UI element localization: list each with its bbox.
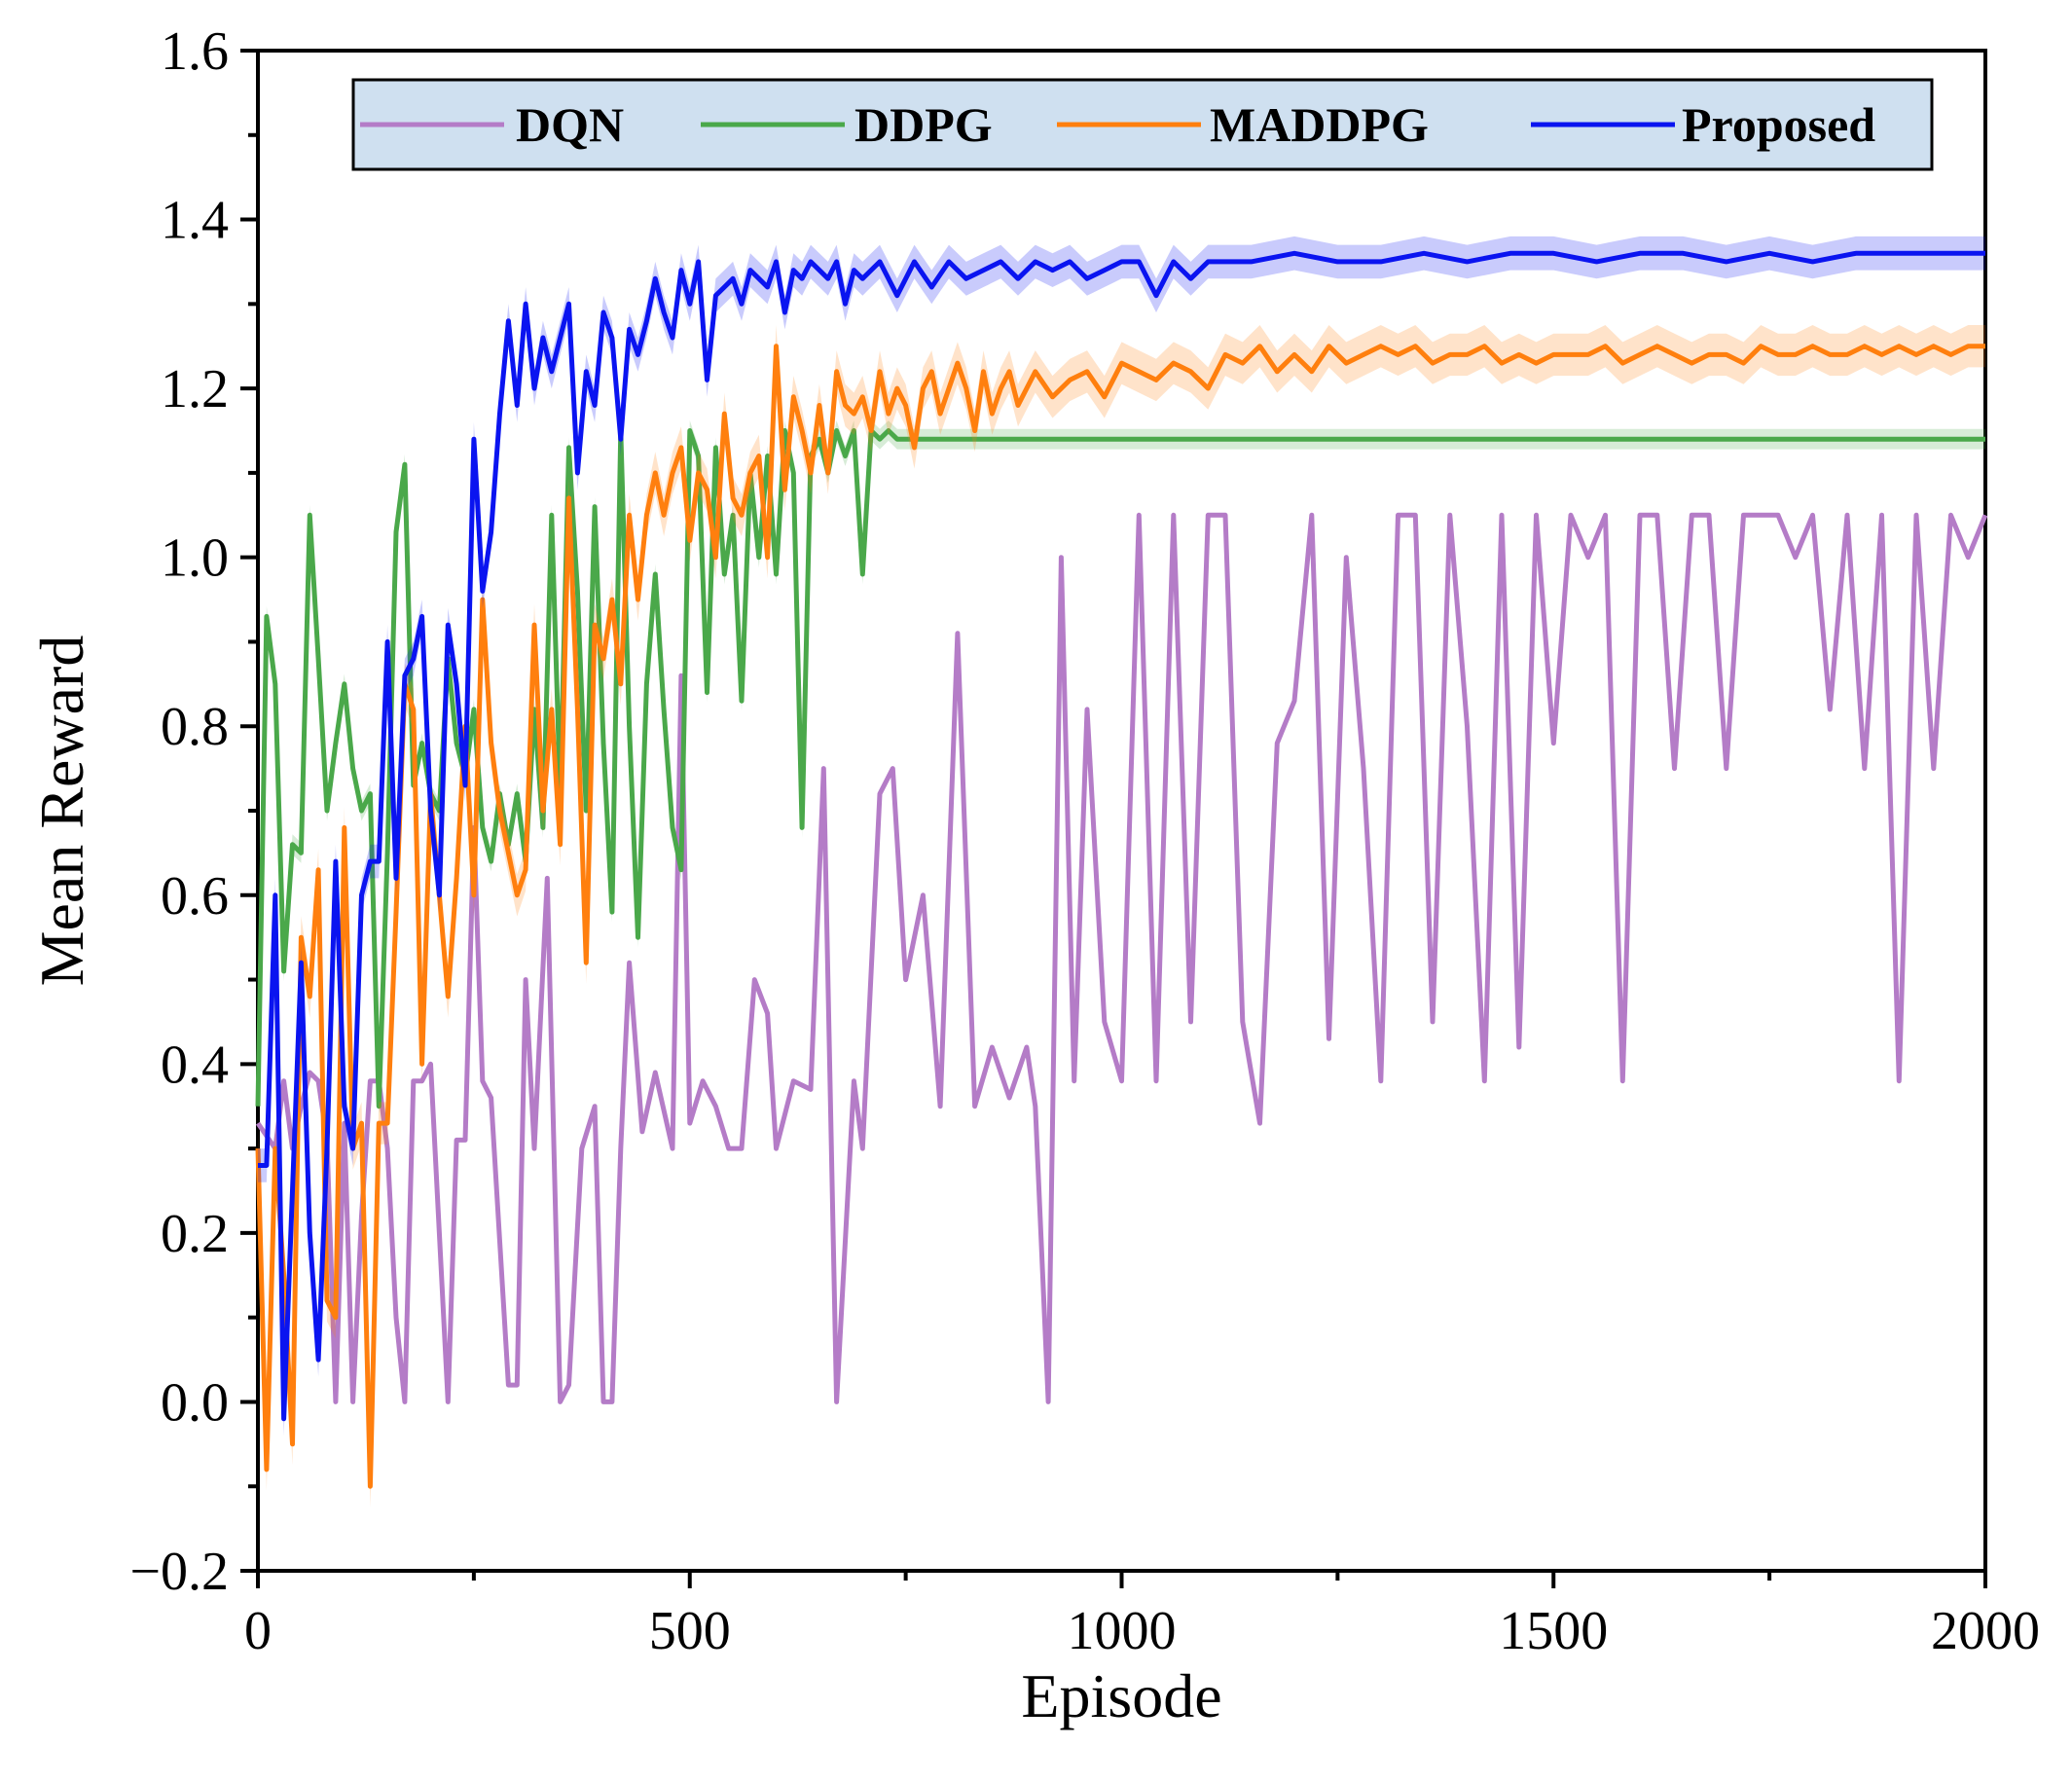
y-tick-label: 0.4	[161, 1035, 229, 1095]
y-axis-title: Mean Reward	[27, 636, 96, 987]
y-tick-label: 1.6	[161, 21, 229, 82]
x-axis: 0 500 1000 1500 2000	[244, 1571, 2040, 1661]
x-tick-label: 1000	[1068, 1601, 1177, 1661]
y-tick-label: 1.2	[161, 359, 229, 419]
y-tick-label: 0.8	[161, 697, 229, 757]
x-tick-label: 500	[649, 1601, 731, 1661]
legend-label-ddpg: DDPG	[854, 97, 993, 152]
legend: DQN DDPG MADDPG Proposed	[351, 78, 1934, 171]
legend-label-proposed: Proposed	[1682, 97, 1875, 152]
confidence-band-proposed	[258, 236, 1985, 1437]
legend-label-dqn: DQN	[516, 97, 624, 152]
series-dqn	[255, 512, 1988, 1404]
series-proposed	[258, 236, 1985, 1437]
series-layer	[255, 236, 1988, 1508]
y-tick-label: 0.0	[161, 1372, 229, 1433]
y-tick-label: 0.2	[161, 1204, 229, 1264]
legend-label-maddpg: MADDPG	[1210, 97, 1429, 152]
x-axis-title: Episode	[1021, 1661, 1221, 1730]
y-tick-label: −0.2	[129, 1542, 229, 1602]
x-tick-label: 0	[244, 1601, 272, 1661]
series-line-dqn	[255, 512, 1988, 1404]
y-tick-label: 0.6	[161, 866, 229, 927]
x-tick-label: 2000	[1931, 1601, 2040, 1661]
y-tick-label: 1.4	[161, 191, 229, 251]
y-tick-label: 1.0	[161, 528, 229, 589]
x-tick-label: 1500	[1499, 1601, 1608, 1661]
y-axis: −0.2 0.0 0.2 0.4 0.6 0.8 1.0 1.2 1.4 1.6	[129, 21, 258, 1602]
series-line-proposed	[258, 250, 1985, 1422]
